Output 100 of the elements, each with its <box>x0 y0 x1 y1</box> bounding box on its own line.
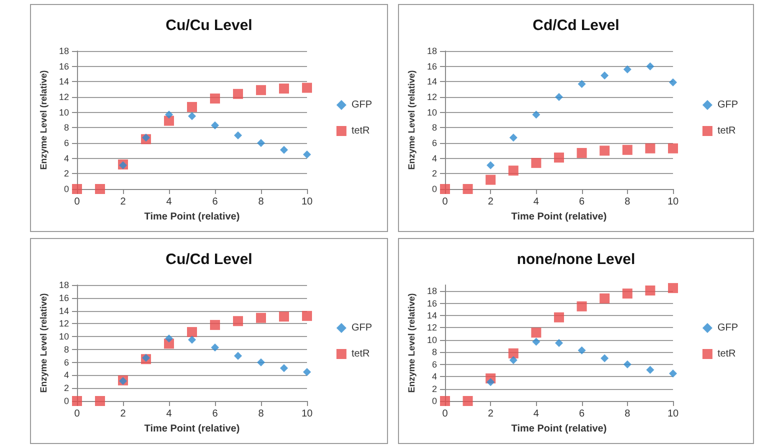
point <box>211 344 219 352</box>
x-tick-label: 8 <box>624 196 631 208</box>
point <box>532 338 540 346</box>
x-tick-label: 4 <box>533 408 540 420</box>
x-tick-label: 4 <box>533 196 540 208</box>
point <box>486 161 495 170</box>
point <box>303 368 311 376</box>
point <box>462 396 473 406</box>
legend-label: GFP <box>717 100 738 110</box>
point <box>486 174 496 185</box>
point <box>165 110 173 119</box>
y-tick-label: 0 <box>64 396 69 406</box>
y-tick-label: 18 <box>58 46 69 56</box>
x-tick-label: 10 <box>301 408 313 420</box>
y-tick-label: 4 <box>432 153 437 164</box>
point <box>576 301 587 312</box>
y-tick-label: 6 <box>432 138 437 148</box>
chart-title: none/none Level <box>516 251 636 268</box>
legend-label: GFP <box>351 100 372 110</box>
point <box>211 121 219 130</box>
y-tick-label: 8 <box>64 344 69 354</box>
point <box>600 72 609 80</box>
point <box>210 94 220 104</box>
point <box>508 348 518 358</box>
y-tick-label: 14 <box>426 76 437 87</box>
point <box>531 158 542 168</box>
point <box>509 134 518 142</box>
y-tick-label: 2 <box>64 383 69 394</box>
y-tick-label: 2 <box>64 168 69 179</box>
legend-label: tetR <box>351 348 370 360</box>
point <box>303 150 311 158</box>
y-tick-label: 18 <box>426 46 437 56</box>
y-tick-label: 10 <box>426 107 437 118</box>
y-tick-label: 18 <box>58 280 69 290</box>
point <box>578 80 586 88</box>
point <box>668 283 678 294</box>
point <box>233 88 243 99</box>
point <box>509 356 518 364</box>
x-axis-title: Time Point (relative) <box>511 211 607 222</box>
point <box>280 364 288 372</box>
x-tick-label: 0 <box>442 196 448 208</box>
y-tick-label: 14 <box>426 310 437 321</box>
chart-title: Cd/Cd Level <box>532 17 620 34</box>
point <box>600 293 610 304</box>
chart-title: Cu/Cd Level <box>166 251 252 268</box>
legend-label: GFP <box>717 322 738 334</box>
point <box>668 143 678 154</box>
point <box>188 336 196 344</box>
x-tick-label: 10 <box>667 408 679 420</box>
point <box>210 320 220 330</box>
point <box>302 82 312 93</box>
point <box>669 370 677 378</box>
y-tick-label: 8 <box>432 347 437 358</box>
y-tick-label: 4 <box>64 153 69 164</box>
point <box>142 134 150 142</box>
point <box>623 360 632 368</box>
y-tick-label: 6 <box>64 357 69 368</box>
y-tick-label: 16 <box>426 298 437 308</box>
x-tick-label: 6 <box>579 196 586 208</box>
point <box>233 316 243 326</box>
chart-title: Cu/Cu Level <box>166 17 252 34</box>
point <box>165 334 173 342</box>
legend-label: tetR <box>717 348 736 360</box>
y-tick-label: 10 <box>58 107 69 118</box>
y-tick-label: 10 <box>58 332 69 342</box>
y-tick-label: 10 <box>426 334 437 345</box>
point <box>256 312 266 323</box>
y-tick-label: 0 <box>64 184 69 194</box>
point <box>302 310 312 321</box>
point <box>623 65 632 74</box>
point <box>187 102 197 112</box>
point <box>645 285 656 296</box>
y-tick-label: 16 <box>426 61 437 72</box>
y-tick-label: 12 <box>426 92 437 102</box>
x-tick-label: 2 <box>488 408 494 420</box>
point <box>164 116 174 126</box>
x-tick-label: 0 <box>74 408 80 420</box>
legend-label: tetR <box>717 126 736 136</box>
point <box>486 378 495 386</box>
x-tick-label: 4 <box>166 408 172 420</box>
point <box>95 396 105 406</box>
y-tick-label: 4 <box>64 370 69 380</box>
y-tick-label: 12 <box>58 318 69 329</box>
y-tick-label: 12 <box>426 322 437 333</box>
y-tick-label: 16 <box>58 292 69 303</box>
y-tick-label: 2 <box>432 384 437 394</box>
y-tick-label: 16 <box>58 61 69 72</box>
x-tick-label: 2 <box>120 196 126 208</box>
point <box>576 148 587 158</box>
legend-label: GFP <box>351 322 372 334</box>
y-tick-label: 2 <box>432 168 437 179</box>
x-tick-label: 8 <box>258 196 264 208</box>
x-tick-label: 0 <box>74 196 80 208</box>
point <box>234 131 242 140</box>
x-axis-title: Time Point (relative) <box>144 211 240 222</box>
y-tick-label: 0 <box>432 184 437 194</box>
y-tick-label: 14 <box>58 76 69 87</box>
x-tick-label: 0 <box>442 408 448 420</box>
y-axis-title: Enzyme Level (relative) <box>38 70 49 170</box>
point <box>279 312 289 322</box>
